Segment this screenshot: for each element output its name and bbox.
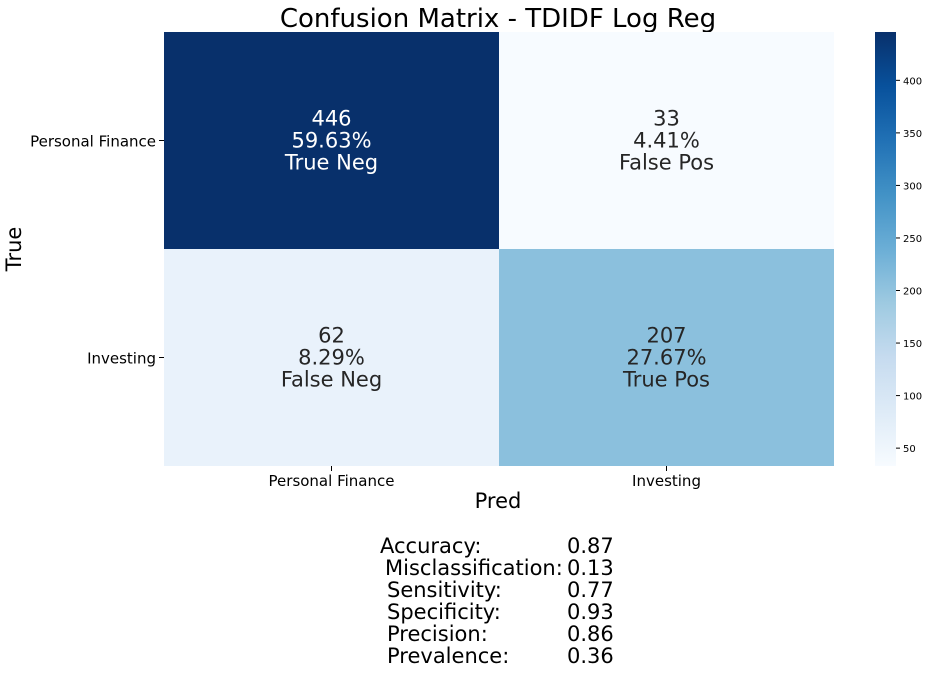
metric-prevalence: Prevalence: 0.36 xyxy=(380,644,640,668)
heatmap-cell xyxy=(164,32,499,249)
metric-value: 0.77 xyxy=(567,578,614,602)
x-axis-label: Pred xyxy=(475,489,522,513)
cell-count-label: 207 xyxy=(646,324,686,348)
metric-accuracy: Accuracy: 0.87 xyxy=(380,534,640,558)
metric-value: 0.93 xyxy=(567,600,614,624)
metric-value: 0.86 xyxy=(567,622,614,646)
metric-label: Specificity: xyxy=(387,600,501,624)
y-tick-label: Investing xyxy=(87,350,156,368)
colorbar-tick-label: 50 xyxy=(903,444,916,455)
metric-label: Misclassification: xyxy=(385,556,563,580)
y-axis-label: True xyxy=(2,227,26,273)
metric-label: Accuracy: xyxy=(380,534,482,558)
cell-percent-label: 8.29% xyxy=(298,346,365,370)
cell-name-label: True Neg xyxy=(284,151,378,175)
heatmap-cell xyxy=(499,249,834,466)
heatmap-cell xyxy=(499,32,834,249)
metric-label: Sensitivity: xyxy=(387,578,502,602)
colorbar-tick-label: 400 xyxy=(903,76,922,87)
cell-count-label: 33 xyxy=(653,107,680,131)
chart-title: Confusion Matrix - TDIDF Log Reg xyxy=(280,4,716,34)
x-tick-label: Personal Finance xyxy=(269,472,395,490)
cell-count-label: 446 xyxy=(311,107,351,131)
colorbar-ticks: 50 100 150 200 250 300 350 400 xyxy=(896,76,922,455)
x-tick-label: Investing xyxy=(632,472,701,490)
colorbar xyxy=(875,32,896,466)
metric-misclassification: Misclassification: 0.13 xyxy=(380,556,640,580)
metric-label: Precision: xyxy=(387,622,488,646)
cell-name-label: False Neg xyxy=(281,368,382,392)
cell-percent-label: 4.41% xyxy=(633,129,700,153)
metric-value: 0.87 xyxy=(567,534,614,558)
confusion-matrix-chart: Confusion Matrix - TDIDF Log Reg 44659.6… xyxy=(2,4,922,513)
cell-count-label: 62 xyxy=(318,324,345,348)
metric-specificity: Specificity: 0.93 xyxy=(380,600,640,624)
cell-percent-label: 27.67% xyxy=(626,346,706,370)
metric-value: 0.36 xyxy=(567,644,614,668)
colorbar-tick-label: 350 xyxy=(903,129,922,140)
metric-value: 0.13 xyxy=(567,556,614,580)
heatmap-cell xyxy=(164,249,499,466)
cell-percent-label: 59.63% xyxy=(291,129,371,153)
metric-label: Prevalence: xyxy=(387,644,510,668)
y-axis: Personal Finance Investing xyxy=(30,133,164,368)
colorbar-tick-label: 300 xyxy=(903,181,922,192)
y-tick-label: Personal Finance xyxy=(30,133,156,151)
cell-name-label: True Pos xyxy=(622,368,710,392)
x-axis: Personal Finance Investing xyxy=(269,466,701,490)
colorbar-tick-label: 250 xyxy=(903,234,922,245)
metrics-panel: Accuracy: 0.87 Misclassification: 0.13 S… xyxy=(380,534,640,668)
cell-name-label: False Pos xyxy=(619,151,714,175)
metric-precision: Precision: 0.86 xyxy=(380,622,640,646)
metric-sensitivity: Sensitivity: 0.77 xyxy=(380,578,640,602)
colorbar-tick-label: 100 xyxy=(903,392,922,403)
colorbar-tick-label: 200 xyxy=(903,287,922,298)
colorbar-tick-label: 150 xyxy=(903,339,922,350)
